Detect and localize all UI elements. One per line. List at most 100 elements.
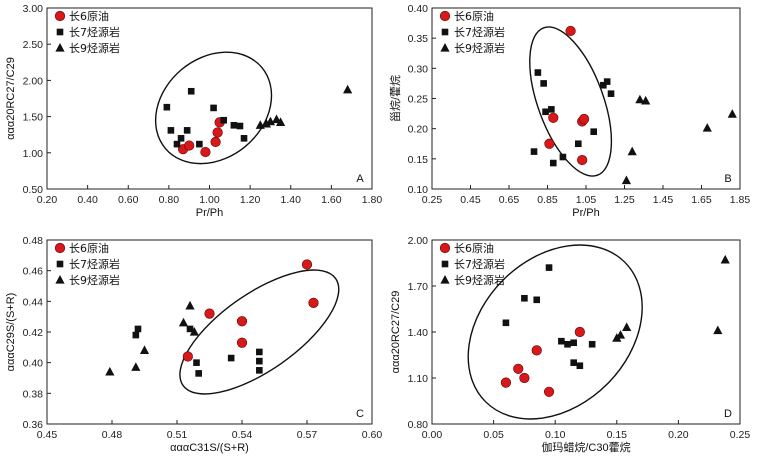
data-point-triangle bbox=[343, 84, 353, 94]
data-point-square bbox=[196, 140, 203, 148]
data-point-circle bbox=[531, 345, 542, 356]
data-point-triangle bbox=[622, 322, 632, 331]
legend-marker-circle bbox=[439, 242, 451, 254]
data-point-square bbox=[542, 108, 549, 116]
data-point-square bbox=[570, 359, 577, 366]
y-tick-label: 0.50 bbox=[23, 184, 44, 196]
x-tick-label: 1.65 bbox=[691, 194, 712, 206]
data-point-square bbox=[548, 106, 555, 113]
y-tick-label: 1.10 bbox=[408, 373, 429, 385]
data-point-circle bbox=[500, 377, 512, 388]
data-point-square bbox=[545, 264, 553, 271]
data-point-triangle bbox=[265, 116, 276, 126]
data-point-square bbox=[256, 348, 263, 356]
data-point-square bbox=[502, 319, 510, 327]
x-tick-label: 1.25 bbox=[614, 194, 635, 206]
y-tick-label: 2.00 bbox=[408, 235, 429, 247]
y-tick-label: 0.35 bbox=[408, 33, 429, 45]
data-point-triangle bbox=[621, 175, 632, 185]
x-tick-label: 1.05 bbox=[576, 194, 597, 206]
panel-label: C bbox=[356, 408, 364, 420]
data-point-square bbox=[227, 354, 235, 362]
data-point-square bbox=[549, 159, 557, 167]
data-point-square bbox=[588, 340, 596, 348]
y-tick-label: 0.10 bbox=[408, 184, 429, 196]
y-tick-label: 0.40 bbox=[23, 358, 44, 370]
legend-label: 长7烃源岩 bbox=[69, 257, 120, 271]
series-circle bbox=[177, 117, 225, 158]
data-point-square bbox=[230, 121, 238, 129]
y-tick-label: 1.70 bbox=[408, 281, 429, 293]
data-point-square bbox=[177, 135, 185, 142]
panel-a: 0.20 0.40 0.60 0.80 1.00 1.20 1.40 1.60 1.80 0.50… bbox=[5, 3, 382, 219]
x-tick-label: 0.05 bbox=[483, 429, 504, 441]
legend-marker-triangle bbox=[440, 43, 450, 52]
y-tick-label: 2.00 bbox=[23, 75, 44, 87]
y-tick-label: 3.00 bbox=[23, 3, 44, 15]
data-point-triangle bbox=[641, 95, 651, 105]
y-tick-label: 0.15 bbox=[408, 154, 429, 166]
y-tick-label: 0.46 bbox=[23, 266, 44, 278]
data-point-square bbox=[220, 116, 228, 124]
legend-label: 长6原油 bbox=[69, 241, 109, 255]
series-triangle bbox=[105, 300, 199, 376]
data-point-square bbox=[558, 337, 565, 345]
data-point-square bbox=[603, 78, 611, 85]
grouping-ellipse bbox=[467, 244, 643, 420]
data-point-square bbox=[600, 81, 607, 89]
data-point-triangle bbox=[139, 345, 150, 354]
data-point-square bbox=[521, 294, 528, 302]
legend-label: 长7烃源岩 bbox=[454, 257, 505, 271]
legend-label: 长7烃源岩 bbox=[69, 25, 120, 39]
y-tick-label: 0.25 bbox=[408, 94, 429, 106]
y-tick-label: 0.80 bbox=[408, 419, 429, 431]
data-point-square bbox=[187, 87, 195, 95]
x-tick-label: 1.00 bbox=[199, 194, 220, 206]
legend-label: 长6原油 bbox=[69, 9, 109, 23]
legend-marker-triangle bbox=[55, 43, 65, 52]
y-tick-label: 1.40 bbox=[408, 327, 429, 339]
data-point-square bbox=[534, 69, 542, 76]
data-point-circle bbox=[519, 372, 530, 384]
data-point-square bbox=[533, 296, 541, 304]
data-point-square bbox=[530, 148, 538, 155]
data-point-square bbox=[193, 359, 200, 366]
data-point-circle bbox=[308, 297, 319, 308]
data-point-square bbox=[210, 104, 217, 112]
x-axis-label: Pr/Ph bbox=[196, 207, 224, 219]
series-triangle bbox=[255, 84, 353, 129]
series-square bbox=[502, 264, 596, 370]
grouping-ellipse bbox=[179, 269, 340, 395]
x-tick-label: 0.60 bbox=[362, 429, 383, 441]
x-tick-label: 0.85 bbox=[537, 194, 558, 206]
series-triangle bbox=[612, 254, 730, 342]
data-point-square bbox=[559, 153, 567, 161]
x-tick-label: 0.45 bbox=[460, 194, 481, 206]
grouping-ellipse bbox=[154, 51, 273, 165]
legend-marker-triangle bbox=[440, 275, 450, 284]
legend-marker-square bbox=[56, 260, 64, 268]
data-point-circle bbox=[204, 308, 215, 319]
series-square bbox=[132, 325, 263, 377]
x-tick-label: 0.25 bbox=[422, 194, 443, 206]
series-square bbox=[530, 69, 615, 167]
data-point-triangle bbox=[702, 123, 712, 132]
x-tick-label: 0.65 bbox=[499, 194, 520, 206]
x-tick-label: 0.15 bbox=[607, 429, 628, 441]
data-point-triangle bbox=[261, 118, 271, 128]
data-point-triangle bbox=[627, 146, 637, 156]
x-tick-label: 0.20 bbox=[668, 429, 689, 441]
data-point-square bbox=[195, 370, 202, 377]
data-point-square bbox=[167, 127, 175, 134]
data-point-triangle bbox=[635, 94, 645, 104]
data-point-square bbox=[256, 367, 263, 374]
y-tick-label: 1.00 bbox=[23, 148, 44, 160]
data-point-square bbox=[173, 140, 181, 148]
panel-d: 0.00 0.05 0.10 0.15 0.20 0.25 0.80 1.10 1.40 1.70… bbox=[390, 235, 750, 454]
legend-marker-square bbox=[56, 28, 64, 36]
x-tick-label: 0.60 bbox=[118, 194, 139, 206]
x-tick-label: 0.00 bbox=[422, 429, 443, 441]
